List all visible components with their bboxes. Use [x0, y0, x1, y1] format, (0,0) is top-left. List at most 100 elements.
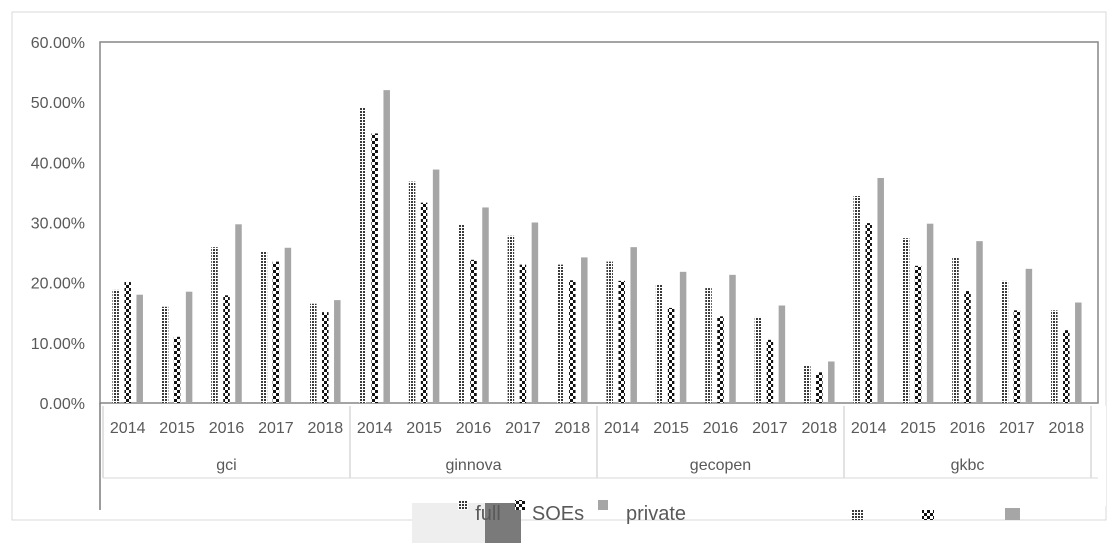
legend-key-private-right [1005, 508, 1020, 520]
bar-full-gci-2014 [112, 289, 119, 403]
bar-private-gkbc-2017 [1025, 268, 1033, 403]
y-tick-label: 0.00% [40, 396, 85, 413]
bar-private-gkbc-2016 [976, 241, 983, 403]
bar-full-ginnova-2016 [458, 224, 465, 403]
y-tick-label: 60.00% [31, 35, 85, 52]
bar-full-gkbc-2015 [902, 238, 910, 403]
bar-full-gkbc-2018 [1051, 310, 1058, 403]
bar-private-ginnova-2017 [531, 222, 539, 403]
bar-SOEs-gkbc-2018 [1063, 330, 1070, 403]
bar-private-gecopen-2018 [828, 361, 835, 403]
bar-full-gecopen-2017 [754, 316, 762, 403]
bar-private-gkbc-2015 [926, 223, 934, 403]
x-group-label: gkbc [951, 457, 985, 474]
legend-key-soes-right [922, 510, 934, 520]
bar-full-gci-2018 [310, 303, 317, 403]
bar-full-gci-2015 [161, 306, 169, 403]
x-tick-label-year: 2017 [752, 420, 788, 437]
x-tick-label-year: 2018 [308, 420, 344, 437]
bar-full-gkbc-2014 [853, 196, 860, 403]
bar-full-gkbc-2017 [1001, 280, 1009, 403]
bar-private-gecopen-2014 [630, 247, 637, 403]
bar-private-gkbc-2018 [1075, 302, 1082, 403]
bar-private-gkbc-2014 [877, 177, 884, 403]
bar-private-gecopen-2017 [778, 305, 786, 403]
bar-SOEs-gkbc-2017 [1013, 310, 1021, 403]
bar-private-gci-2014 [136, 294, 143, 403]
bar-SOEs-gci-2018 [322, 312, 329, 403]
bar-SOEs-ginnova-2016 [470, 259, 477, 403]
bar-private-gecopen-2015 [679, 271, 687, 403]
bar-private-gecopen-2016 [729, 274, 736, 403]
bar-full-ginnova-2014 [359, 107, 366, 403]
bar-private-gci-2015 [185, 291, 193, 403]
bar-private-ginnova-2016 [482, 207, 489, 403]
plot-frame [99, 41, 1099, 404]
bar-full-gkbc-2016 [952, 257, 959, 403]
bar-SOEs-gecopen-2015 [667, 307, 675, 403]
legend-key-full-right [852, 510, 864, 520]
chart-border [11, 11, 1107, 521]
bar-private-gci-2017 [284, 247, 292, 403]
legend-label-private: private [626, 503, 686, 525]
bar-SOEs-gci-2014 [124, 282, 131, 403]
x-tick-label-year: 2018 [555, 420, 591, 437]
bar-full-gecopen-2016 [705, 288, 712, 403]
bar-full-gci-2016 [211, 247, 218, 403]
x-tick-label-year: 2014 [110, 420, 146, 437]
x-tick-label-year: 2017 [505, 420, 541, 437]
x-tick-label-year: 2014 [604, 420, 640, 437]
bar-full-gecopen-2018 [804, 365, 811, 403]
bar-full-ginnova-2015 [408, 181, 416, 403]
x-tick-label-year: 2015 [900, 420, 936, 437]
bar-SOEs-gci-2015 [173, 336, 181, 403]
x-tick-label-year: 2017 [258, 420, 294, 437]
x-tick-label-year: 2014 [357, 420, 393, 437]
bar-SOEs-gecopen-2017 [766, 339, 774, 403]
bar-full-gecopen-2015 [655, 284, 663, 403]
x-tick-label-year: 2016 [950, 420, 986, 437]
bar-private-ginnova-2014 [383, 90, 390, 403]
bar-SOEs-gkbc-2014 [865, 223, 872, 403]
legend-swatch-soes [515, 500, 525, 510]
x-group-label: ginnova [445, 457, 501, 474]
x-tick-label-year: 2014 [851, 420, 887, 437]
bar-full-ginnova-2018 [557, 264, 564, 403]
x-tick-label-year: 2015 [406, 420, 442, 437]
bar-SOEs-gecopen-2016 [717, 316, 724, 403]
bar-private-ginnova-2018 [581, 257, 588, 403]
bar-SOEs-gci-2017 [272, 261, 280, 403]
bar-full-gci-2017 [260, 251, 268, 403]
legend-swatch-full [458, 500, 468, 510]
bar-SOEs-ginnova-2018 [569, 280, 576, 403]
bar-SOEs-gecopen-2014 [618, 280, 625, 403]
bar-SOEs-gkbc-2015 [914, 265, 922, 403]
bar-SOEs-ginnova-2017 [519, 264, 527, 403]
y-tick-label: 40.00% [31, 155, 85, 172]
x-tick-label-year: 2018 [1049, 420, 1085, 437]
bar-private-gci-2018 [334, 300, 341, 403]
legend-swatch-private [598, 500, 608, 510]
legend-label-full: full [475, 503, 501, 525]
bar-SOEs-gecopen-2018 [816, 372, 823, 403]
x-group-label: gci [216, 457, 236, 474]
x-tick-label-year: 2016 [456, 420, 492, 437]
legend-label-soes: SOEs [532, 503, 584, 525]
x-tick-label-year: 2018 [802, 420, 838, 437]
y-tick-label: 30.00% [31, 216, 85, 233]
y-tick-label: 50.00% [31, 95, 85, 112]
x-tick-label-year: 2017 [999, 420, 1035, 437]
legend-panel-light [412, 503, 485, 543]
x-tick-label-year: 2015 [159, 420, 195, 437]
bar-full-ginnova-2017 [507, 235, 515, 403]
bar-SOEs-gkbc-2016 [964, 291, 971, 403]
bar-private-gci-2016 [235, 224, 242, 403]
y-tick-label: 10.00% [31, 336, 85, 353]
x-tick-label-year: 2016 [703, 420, 739, 437]
x-tick-label-year: 2015 [653, 420, 689, 437]
bar-full-gecopen-2014 [606, 261, 613, 403]
bar-private-ginnova-2015 [432, 169, 440, 403]
y-tick-label: 20.00% [31, 276, 85, 293]
